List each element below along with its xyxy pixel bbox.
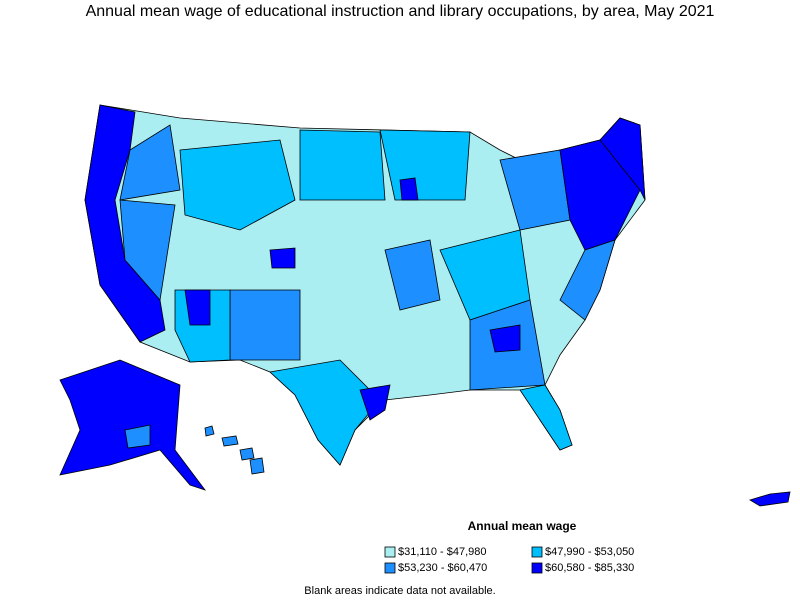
map-area bbox=[239, 447, 255, 461]
map-area bbox=[119, 199, 176, 301]
legend-swatch bbox=[531, 546, 543, 558]
map-area bbox=[399, 177, 419, 201]
map-area bbox=[559, 239, 616, 321]
footnote: Blank areas indicate data not available. bbox=[304, 585, 495, 597]
legend-label: $60,580 - $85,330 bbox=[545, 562, 634, 574]
map-area bbox=[204, 425, 215, 437]
map-area bbox=[249, 457, 265, 475]
map-area bbox=[184, 289, 211, 326]
map-area bbox=[384, 239, 441, 311]
map-area bbox=[519, 384, 573, 451]
map-area bbox=[379, 129, 471, 201]
legend-label: $31,110 - $47,980 bbox=[398, 546, 486, 558]
map-area bbox=[269, 359, 381, 466]
map-title: Annual mean wage of educational instruct… bbox=[86, 3, 715, 20]
map-area bbox=[489, 324, 521, 353]
map-area bbox=[269, 247, 296, 269]
map-area bbox=[119, 124, 181, 201]
map-area bbox=[124, 424, 151, 449]
legend-swatch bbox=[384, 562, 396, 574]
map-area bbox=[359, 384, 391, 421]
legend-swatch bbox=[384, 546, 396, 558]
legend: $31,110 - $47,980 $47,990 - $53,050 $53,23… bbox=[384, 546, 634, 574]
map-area bbox=[299, 129, 386, 201]
map bbox=[59, 104, 791, 507]
legend-title: Annual mean wage bbox=[468, 519, 577, 533]
legend-swatch bbox=[531, 562, 543, 574]
map-area bbox=[179, 139, 296, 231]
map-area bbox=[229, 289, 301, 361]
legend-label: $53,230 - $60,470 bbox=[398, 562, 487, 574]
legend-label: $47,990 - $53,050 bbox=[545, 546, 634, 558]
map-area bbox=[221, 435, 239, 447]
map-area bbox=[59, 359, 207, 491]
map-area bbox=[599, 117, 646, 201]
map-area bbox=[749, 491, 791, 507]
